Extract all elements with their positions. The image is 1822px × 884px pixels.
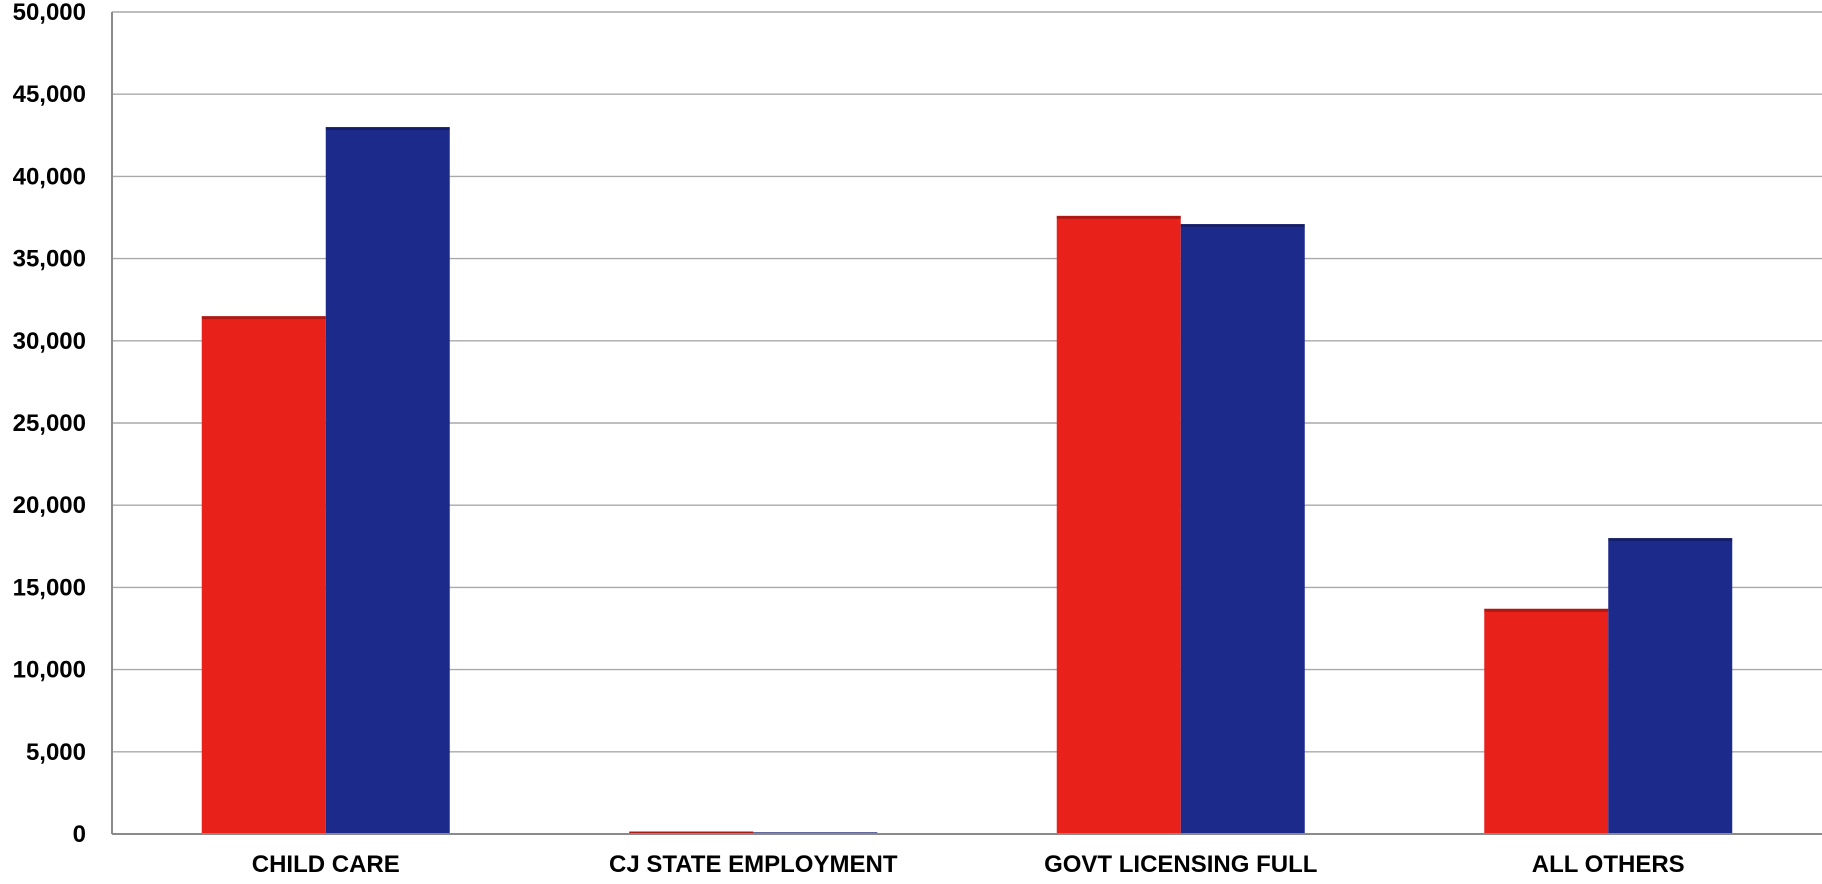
y-tick-label: 50,000 bbox=[13, 0, 86, 26]
bar bbox=[629, 831, 754, 834]
bar-top-edge bbox=[1484, 608, 1609, 612]
bar bbox=[1608, 538, 1733, 834]
bar-fill bbox=[1608, 538, 1733, 834]
x-tick-label: CHILD CARE bbox=[252, 851, 400, 878]
y-tick-label: 35,000 bbox=[13, 246, 86, 273]
y-tick-label: 25,000 bbox=[13, 410, 86, 437]
y-tick-label: 5,000 bbox=[26, 739, 86, 766]
bar bbox=[201, 316, 326, 834]
y-tick-label: 10,000 bbox=[13, 657, 86, 684]
bar-top-edge bbox=[201, 316, 326, 320]
bar-fill bbox=[1180, 224, 1305, 835]
x-tick-label: GOVT LICENSING FULL bbox=[1044, 851, 1317, 878]
y-tick-label: 15,000 bbox=[13, 574, 86, 601]
bars bbox=[201, 127, 1733, 835]
y-tick-label: 0 bbox=[73, 821, 86, 848]
y-tick-label: 45,000 bbox=[13, 81, 86, 108]
y-tick-label: 20,000 bbox=[13, 492, 86, 519]
bar-top-edge bbox=[325, 127, 450, 131]
bar bbox=[1180, 224, 1305, 835]
bar-top-edge bbox=[1056, 215, 1181, 219]
axes bbox=[111, 12, 1822, 835]
x-tick-label: CJ STATE EMPLOYMENT bbox=[609, 851, 898, 878]
bar-top-edge bbox=[1608, 538, 1733, 542]
bar bbox=[325, 127, 450, 834]
x-tick-label: ALL OTHERS bbox=[1532, 851, 1685, 878]
y-tick-label: 30,000 bbox=[13, 328, 86, 355]
bar-fill bbox=[201, 316, 326, 834]
bar-top-edge bbox=[629, 831, 754, 834]
bar-fill bbox=[629, 831, 754, 834]
y-tick-labels: 0 5,000 10,000 15,000 20,000 25,000 30,000 35,0… bbox=[13, 0, 86, 848]
y-tick-label: 40,000 bbox=[13, 163, 86, 190]
bar bbox=[1056, 215, 1181, 834]
bar-fill bbox=[325, 127, 450, 834]
bar-top-edge bbox=[1180, 224, 1305, 228]
bar bbox=[1484, 608, 1609, 834]
x-tick-labels: CHILD CARE CJ STATE EMPLOYMENT GOVT LICENS… bbox=[252, 851, 1685, 878]
bar-fill bbox=[1484, 608, 1609, 834]
bar-fill bbox=[1056, 215, 1181, 834]
